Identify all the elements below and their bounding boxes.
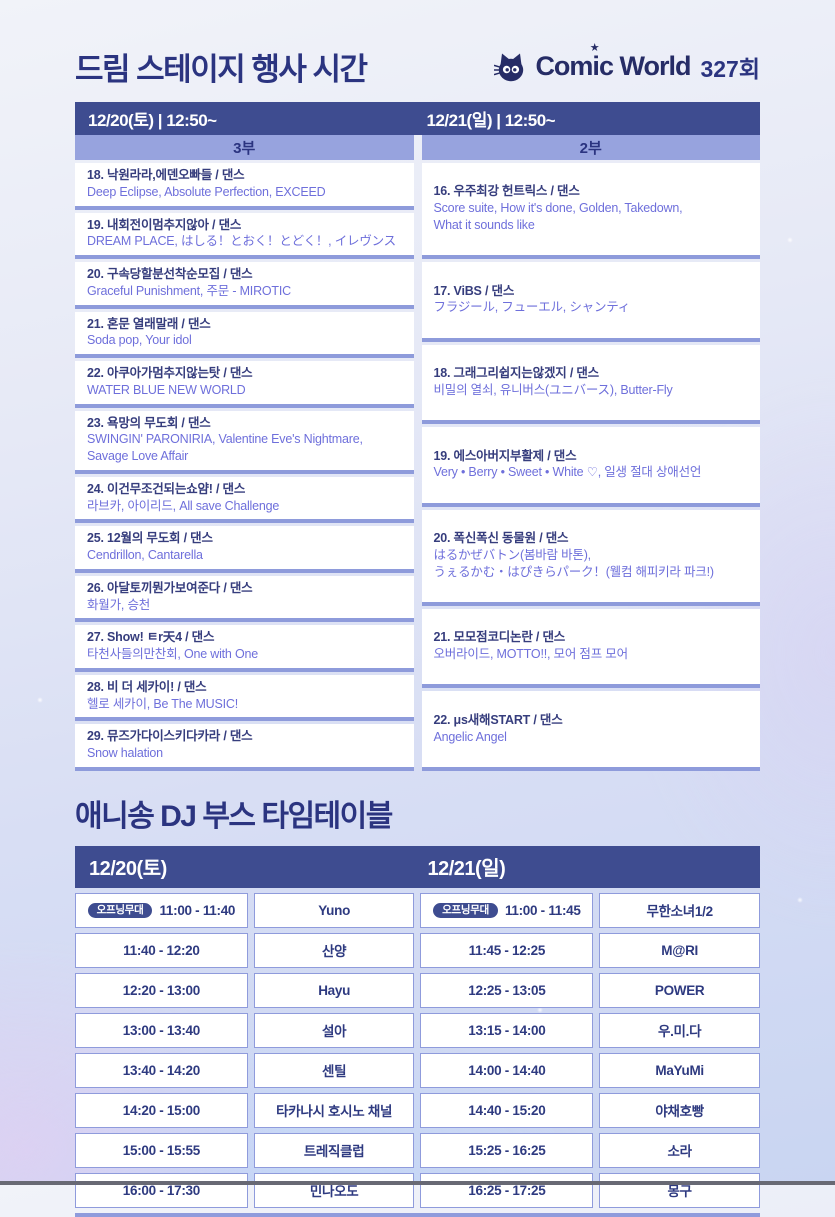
dj-cell: MaYuMi [599, 1052, 760, 1088]
stage-item: 21. 모모점코디논란 / 댄스 오버라이드, MOTTO!!, 모어 점프 모어 [421, 608, 760, 689]
stage-item: 27. Show! ㅌr天4 / 댄스 타천사들의만찬회, One with On… [75, 625, 414, 672]
table-row: 16:00 - 17:30 민나오도 16:25 - 17:25 몽구 [75, 1172, 760, 1208]
dj-cell: 몽구 [599, 1172, 760, 1208]
stage-schedule: 3부 18. 낙원라라,에덴오빠들 / 댄스 Deep Eclipse, Abso… [75, 135, 760, 771]
time-cell: 15:00 - 15:55 [75, 1132, 248, 1168]
dj-cell: 무한소녀1/2 [599, 892, 760, 928]
part-label-sunday: 2부 [421, 135, 760, 160]
dj-cell: 타카나시 호시노 채널 [253, 1092, 415, 1128]
dj-cell: Yuno [253, 892, 415, 928]
dj-cell: 센틸 [253, 1052, 415, 1088]
time-cell: 16:00 - 17:30 [75, 1172, 248, 1208]
opening-stage-badge: 오프닝무대 [87, 902, 153, 918]
stage-item: 19. 내회전이멈추지않아 / 댄스 DREAM PLACE, はしる！とおく！と… [75, 212, 414, 259]
stage-item: 19. 에스아버지부활제 / 댄스 Very • Berry • Sweet • … [421, 427, 760, 507]
page-bottom-edge [0, 1181, 835, 1185]
time-cell: 14:40 - 15:20 [420, 1092, 594, 1128]
time-cell: 12:20 - 13:00 [75, 972, 248, 1008]
stage-column-saturday: 3부 18. 낙원라라,에덴오빠들 / 댄스 Deep Eclipse, Abso… [75, 135, 414, 771]
time-cell: 오프닝무대 11:00 - 11:40 [75, 892, 248, 928]
dj-date-sunday: 12/21(일) [427, 858, 506, 881]
dj-cell: 트레직클럽 [253, 1132, 415, 1168]
opening-stage-badge: 오프닝무대 [433, 902, 498, 918]
table-row: 12:20 - 13:00 Hayu 12:25 - 13:05 POWER [75, 972, 760, 1008]
time-cell: 16:25 - 17:25 [420, 1172, 594, 1208]
table-row: 오프닝무대 11:00 - 11:40 Yuno 오프닝무대 11:00 - 11:… [75, 892, 760, 928]
table-row: 11:40 - 12:20 산양 11:45 - 12:25 M@RI [75, 932, 760, 968]
dj-cell: 야채호빵 [599, 1092, 760, 1128]
dj-cell: 산양 [253, 932, 415, 968]
stage-date-sunday: 12/21(일) | 12:50~ [426, 111, 556, 130]
dj-cell: 설아 [253, 1012, 415, 1048]
page-title: 드림 스테이지 행사 시간 [75, 52, 368, 87]
stage-item: 18. 낙원라라,에덴오빠들 / 댄스 Deep Eclipse, Absolut… [75, 163, 414, 210]
dj-cell: POWER [599, 972, 760, 1008]
brand-edition: 327회 [700, 55, 760, 82]
table-row: 14:20 - 15:00 타카나시 호시노 채널 14:40 - 15:20 … [75, 1092, 760, 1128]
dj-cell: Hayu [253, 972, 415, 1008]
brand-name: Comic World ★ [535, 42, 691, 81]
stage-item: 16. 우주최강 헌트릭스 / 댄스 Score suite, How it's … [421, 163, 760, 260]
header: 드림 스테이지 행사 시간 Comic World ★ 327회 [75, 0, 760, 89]
table-row: 13:40 - 14:20 센틸 14:00 - 14:40 MaYuMi [75, 1052, 760, 1088]
stage-item: 22. μs새해START / 댄스 Angelic Angel [421, 691, 760, 771]
stage-item: 25. 12월의 무도회 / 댄스 Cendrillon, Cantarella [75, 526, 414, 573]
table-row: 13:00 - 13:40 설아 13:15 - 14:00 우.미.다 [75, 1012, 760, 1048]
dj-date-saturday: 12/20(토) [89, 858, 167, 881]
stage-item: 29. 뮤즈가다이스키다카라 / 댄스 Snow halation [75, 724, 414, 771]
dj-section-title: 애니송 DJ 부스 타임테이블 [75, 799, 393, 833]
stage-column-sunday: 2부 16. 우주최강 헌트릭스 / 댄스 Score suite, How it… [421, 135, 760, 771]
time-cell: 14:20 - 15:00 [75, 1092, 248, 1128]
dj-cell: M@RI [599, 932, 760, 968]
time-cell: 오프닝무대 11:00 - 11:45 [420, 892, 594, 928]
stage-item: 24. 이건무조건되는쇼얌! / 댄스 라브카, 아이리드, All save C… [75, 476, 414, 524]
time-cell: 12:25 - 13:05 [420, 972, 594, 1008]
dj-date-band: 12/20(토) 12/21(일) [75, 845, 760, 888]
time-cell: 13:00 - 13:40 [75, 1012, 248, 1048]
stage-item: 22. 아쿠아가멈추지않는탓 / 댄스 WATER BLUE NEW WORLD [75, 361, 414, 408]
dj-cell: 민나오도 [253, 1172, 415, 1208]
stage-item: 28. 비 더 세카이! / 댄스 헬로 세카이, Be The MUSIC! [75, 674, 414, 722]
table-row: 15:00 - 15:55 트레직클럽 15:25 - 16:25 소라 [75, 1132, 760, 1168]
stage-item: 23. 욕망의 무도회 / 댄스 SWINGIN' PARONIRIA, Vale… [75, 410, 414, 474]
star-icon: ★ [589, 42, 600, 54]
stage-item: 17. ViBS / 댄스 フラジール, フューエル, シャンティ [421, 262, 760, 342]
time-cell: 13:15 - 14:00 [420, 1012, 594, 1048]
stage-item: 18. 그래그리쉽지는않겠지 / 댄스 비밀의 열쇠, 유니버스(ユニバース), … [421, 344, 760, 425]
stage-item: 20. 구속당할분선착순모집 / 댄스 Graceful Punishment, … [75, 262, 414, 309]
stage-date-band: 12/20(토) | 12:50~ 12/21(일) | 12:50~ [75, 102, 760, 135]
stage-item: 26. 아달토끼뭔가보여준다 / 댄스 화월가, 승천 [75, 575, 414, 623]
stage-date-saturday: 12/20(토) | 12:50~ [88, 111, 217, 130]
table-bottom-divider [75, 1212, 760, 1217]
cat-icon [494, 53, 524, 81]
time-cell: 11:40 - 12:20 [75, 932, 248, 968]
dj-cell: 우.미.다 [599, 1012, 760, 1048]
time-cell: 11:45 - 12:25 [420, 932, 594, 968]
stage-item: 21. 혼문 열래말래 / 댄스 Soda pop, Your idol [75, 311, 414, 358]
time-cell: 13:40 - 14:20 [75, 1052, 248, 1088]
stage-item: 20. 폭신폭신 동물원 / 댄스 はるかぜバトン(봄바람 바톤), うぇるかむ・… [421, 509, 760, 606]
dj-cell: 소라 [599, 1132, 760, 1168]
time-cell: 14:00 - 14:40 [420, 1052, 594, 1088]
time-cell: 15:25 - 16:25 [420, 1132, 594, 1168]
part-label-saturday: 3부 [75, 135, 414, 160]
brand-logo: Comic World ★ 327회 [494, 42, 760, 84]
